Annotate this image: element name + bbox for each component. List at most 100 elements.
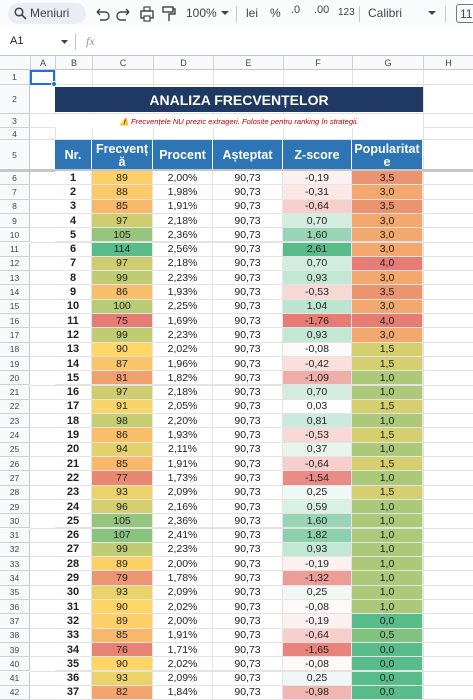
expected-cell: 90,73 (213, 285, 283, 300)
column-heading: Așteptat (213, 140, 283, 171)
expected-cell: 90,73 (213, 528, 283, 543)
percent-cell: 1,84% (153, 685, 213, 700)
number-cell: 36 (55, 671, 92, 686)
row-header: 39 (0, 642, 30, 658)
row-header: 8 (0, 199, 30, 214)
number-cell: 33 (55, 628, 92, 643)
font-size[interactable]: 11 (456, 4, 473, 23)
z-score-cell: -0,19 (283, 614, 352, 629)
name-box[interactable]: A1 (10, 35, 24, 47)
separator (359, 6, 360, 22)
expected-cell: 90,73 (213, 399, 283, 415)
z-score-cell: 0,25 (283, 485, 352, 500)
expected-cell: 90,73 (213, 185, 283, 200)
row-header: 32 (0, 542, 30, 558)
popularity-cell: 4,0 (352, 256, 423, 272)
expected-cell: 90,73 (213, 242, 283, 257)
percent-cell: 2,56% (153, 242, 213, 257)
popularity-cell: 3,0 (352, 185, 423, 200)
z-score-cell: 0,93 (283, 271, 352, 286)
row-header: 27 (0, 471, 30, 486)
popularity-cell: 0,5 (352, 628, 423, 643)
row-header: 17 (0, 328, 30, 343)
expected-cell: 90,73 (213, 213, 283, 229)
frequency-cell: 87 (92, 356, 153, 372)
popularity-cell: 3,5 (352, 171, 423, 186)
number-format[interactable]: 123 (338, 7, 355, 18)
expected-cell: 90,73 (213, 342, 283, 357)
row-header: 42 (0, 685, 30, 700)
number-cell: 25 (55, 514, 92, 529)
selected-cell[interactable] (30, 70, 55, 85)
column-header: F (283, 56, 352, 70)
grid-line (423, 70, 424, 699)
row-header: 23 (0, 414, 30, 429)
percent-cell: 1,91% (153, 628, 213, 643)
z-score-cell: 0,70 (283, 256, 352, 272)
expected-cell: 90,73 (213, 514, 283, 529)
decrease-decimals[interactable]: .0 (291, 4, 301, 16)
row-header: 21 (0, 385, 30, 400)
row-header: 13 (0, 271, 30, 286)
number-cell: 26 (55, 528, 92, 543)
number-cell: 30 (55, 585, 92, 600)
number-cell: 22 (55, 471, 92, 486)
row-header: 1 (0, 70, 30, 85)
grid-line (30, 113, 473, 114)
percent-cell: 2,00% (153, 171, 213, 186)
currency-format[interactable]: lei (246, 6, 259, 20)
percent-format[interactable]: % (270, 6, 281, 20)
frequency-cell: 82 (92, 685, 153, 700)
popularity-cell: 1,5 (352, 356, 423, 372)
frequency-cell: 90 (92, 342, 153, 357)
z-score-cell: 1,04 (283, 299, 352, 314)
number-cell: 31 (55, 600, 92, 615)
frequency-cell: 99 (92, 328, 153, 343)
number-cell: 20 (55, 442, 92, 457)
popularity-cell: 1,5 (352, 399, 423, 415)
expected-cell: 90,73 (213, 428, 283, 443)
expected-cell: 90,73 (213, 457, 283, 472)
toolbar-icons[interactable] (94, 6, 184, 22)
percent-cell: 1,91% (153, 199, 213, 214)
z-score-cell: 0,93 (283, 542, 352, 558)
number-cell: 18 (55, 414, 92, 429)
zoom[interactable]: 100% (186, 6, 217, 20)
popularity-cell: 1,0 (352, 414, 423, 429)
z-score-cell: 0,25 (283, 585, 352, 600)
frequency-cell: 97 (92, 256, 153, 272)
frequency-cell: 107 (92, 528, 153, 543)
percent-cell: 2,02% (153, 600, 213, 615)
popularity-cell: 0,0 (352, 685, 423, 700)
expected-cell: 90,73 (213, 600, 283, 615)
row-header: 29 (0, 499, 30, 515)
expected-cell: 90,73 (213, 199, 283, 214)
percent-cell: 1,98% (153, 185, 213, 200)
frequency-cell: 81 (92, 371, 153, 386)
expected-cell: 90,73 (213, 571, 283, 586)
title-bar: ANALIZA FRECVENȚELOR (55, 87, 423, 112)
z-score-cell: -1,76 (283, 314, 352, 329)
z-score-cell: -0,53 (283, 285, 352, 300)
percent-cell: 2,09% (153, 585, 213, 600)
row-header: 2 (0, 85, 30, 114)
popularity-cell: 1,0 (352, 471, 423, 486)
expected-cell: 90,73 (213, 328, 283, 343)
frequency-cell: 105 (92, 228, 153, 243)
search-box[interactable] (8, 3, 86, 24)
popularity-cell: 1,0 (352, 371, 423, 386)
percent-cell: 2,23% (153, 328, 213, 343)
number-cell: 8 (55, 271, 92, 286)
percent-cell: 2,09% (153, 485, 213, 500)
font-name[interactable]: Calibri (368, 6, 403, 20)
selection-handle (51, 81, 57, 87)
row-header: 31 (0, 528, 30, 543)
expected-cell: 90,73 (213, 228, 283, 243)
frequency-cell: 88 (92, 185, 153, 200)
frequency-cell: 97 (92, 385, 153, 400)
expected-cell: 90,73 (213, 271, 283, 286)
increase-decimals[interactable]: .00 (314, 4, 330, 16)
note: ⚠️ Frecvențele NU prezic extrageri. Folo… (55, 114, 423, 128)
percent-cell: 2,20% (153, 414, 213, 429)
expected-cell: 90,73 (213, 585, 283, 600)
